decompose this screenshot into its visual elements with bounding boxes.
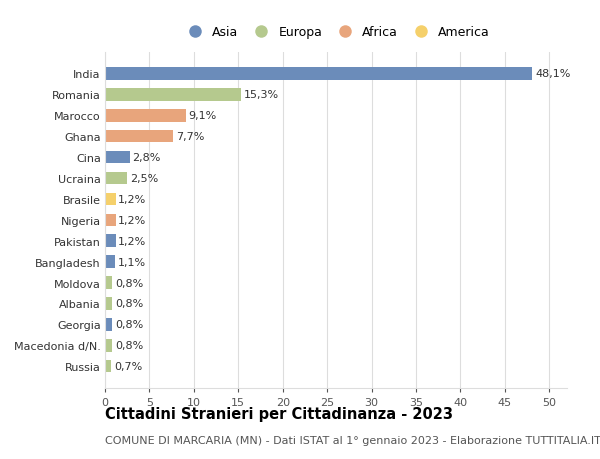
Text: 1,2%: 1,2%: [118, 236, 146, 246]
Bar: [105, 172, 127, 185]
Text: 9,1%: 9,1%: [188, 111, 217, 121]
Text: 0,8%: 0,8%: [115, 278, 143, 288]
Text: 1,2%: 1,2%: [118, 195, 146, 204]
Bar: [105, 297, 112, 310]
Text: 2,8%: 2,8%: [133, 153, 161, 163]
Text: 0,8%: 0,8%: [115, 299, 143, 309]
Bar: [105, 360, 111, 373]
Bar: [105, 131, 173, 143]
Bar: [105, 68, 532, 80]
Bar: [105, 256, 115, 269]
Bar: [105, 110, 186, 122]
Bar: [105, 193, 116, 206]
Bar: [105, 277, 112, 289]
Bar: [105, 235, 116, 247]
Text: Cittadini Stranieri per Cittadinanza - 2023: Cittadini Stranieri per Cittadinanza - 2…: [105, 406, 453, 421]
Text: 0,8%: 0,8%: [115, 319, 143, 330]
Bar: [105, 319, 112, 331]
Text: COMUNE DI MARCARIA (MN) - Dati ISTAT al 1° gennaio 2023 - Elaborazione TUTTITALI: COMUNE DI MARCARIA (MN) - Dati ISTAT al …: [105, 435, 600, 445]
Text: 15,3%: 15,3%: [244, 90, 279, 100]
Bar: [105, 339, 112, 352]
Text: 2,5%: 2,5%: [130, 174, 158, 184]
Legend: Asia, Europa, Africa, America: Asia, Europa, Africa, America: [178, 22, 494, 43]
Text: 7,7%: 7,7%: [176, 132, 205, 142]
Bar: [105, 151, 130, 164]
Text: 1,1%: 1,1%: [118, 257, 146, 267]
Text: 0,7%: 0,7%: [114, 361, 142, 371]
Bar: [105, 214, 116, 227]
Text: 1,2%: 1,2%: [118, 215, 146, 225]
Text: 0,8%: 0,8%: [115, 341, 143, 351]
Bar: [105, 89, 241, 101]
Text: 48,1%: 48,1%: [535, 69, 571, 79]
